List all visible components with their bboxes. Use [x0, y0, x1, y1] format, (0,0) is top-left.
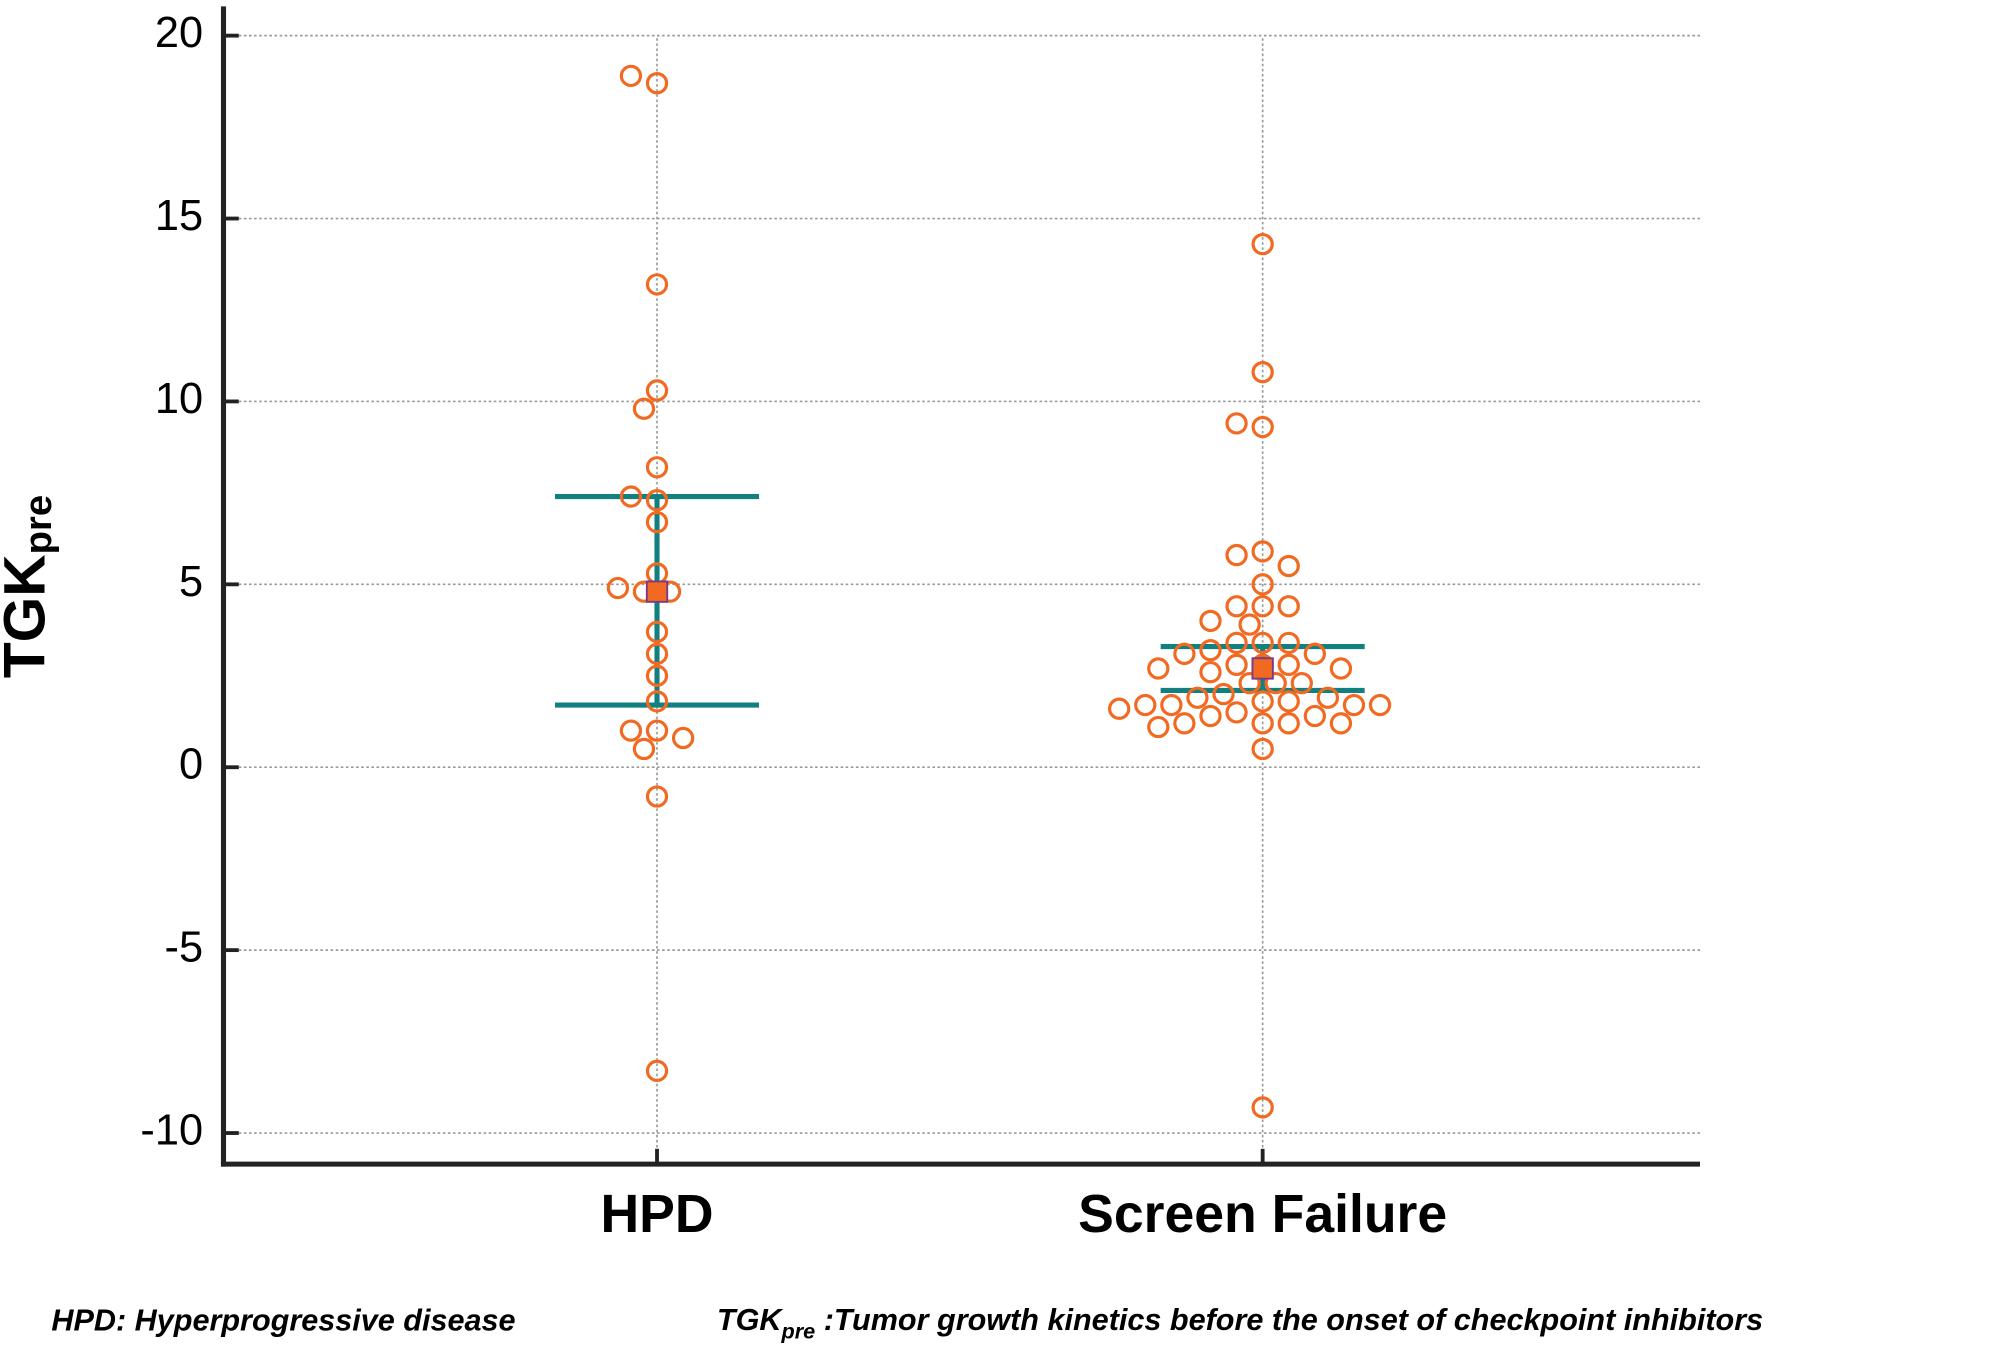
data-point — [1199, 704, 1222, 728]
data-point — [1277, 653, 1300, 676]
data-point — [1199, 639, 1222, 662]
x-tick-label: Screen Failure — [1078, 1185, 1447, 1244]
data-point — [1277, 631, 1300, 655]
data-point — [1173, 642, 1196, 665]
data-point — [632, 397, 656, 420]
data-point — [1225, 701, 1248, 724]
x-tick-label: HPD — [600, 1185, 713, 1244]
data-point — [1108, 697, 1131, 720]
data-point — [645, 456, 669, 479]
data-point — [1251, 690, 1274, 713]
data-point — [1251, 232, 1274, 256]
data-point — [1147, 715, 1170, 739]
data-point — [645, 785, 669, 808]
data-point — [1199, 609, 1222, 633]
data-point — [1238, 613, 1261, 636]
data-point — [1303, 642, 1326, 665]
data-point — [1251, 415, 1274, 439]
data-point — [1212, 682, 1235, 706]
data-point — [1225, 543, 1248, 567]
data-point — [606, 576, 630, 600]
data-point — [1173, 712, 1196, 735]
y-axis-label: TGKpre — [0, 495, 60, 678]
data-point — [671, 726, 695, 750]
data-point — [1134, 693, 1157, 717]
footnote: TGKpre :Tumor growth kinetics before the… — [717, 1303, 1763, 1343]
y-label-sub: pre — [17, 495, 60, 555]
data-point — [645, 379, 669, 402]
data-point — [1290, 671, 1313, 695]
data-point — [645, 642, 669, 665]
data-point — [1342, 693, 1366, 717]
footnote-main: TGK — [717, 1303, 783, 1337]
y-tick-label: 10 — [155, 375, 203, 423]
footnote-sub: pre — [781, 1318, 816, 1343]
data-point — [1277, 595, 1300, 618]
y-tick-label: 15 — [155, 192, 203, 240]
data-point — [1251, 712, 1274, 735]
data-point — [1277, 554, 1300, 578]
footnote: HPD: Hyperprogressive disease — [51, 1303, 515, 1337]
data-point — [619, 719, 643, 742]
data-point — [1251, 595, 1274, 618]
y-tick-label: -5 — [165, 924, 204, 972]
data-point — [1251, 631, 1274, 655]
data-point — [1225, 653, 1248, 676]
data-point — [645, 489, 669, 512]
data-point — [1225, 631, 1248, 655]
data-point — [1225, 595, 1248, 618]
data-point — [1147, 657, 1170, 680]
data-point — [1251, 540, 1274, 563]
data-point — [1277, 712, 1300, 735]
data-point — [1186, 686, 1209, 709]
data-point — [1251, 361, 1274, 384]
data-point — [1368, 693, 1392, 717]
data-point — [1303, 704, 1326, 728]
data-point — [1251, 1096, 1274, 1119]
data-point — [645, 664, 669, 687]
data-point — [645, 273, 669, 296]
data-point — [1264, 671, 1287, 695]
y-tick-label: 0 — [179, 741, 203, 789]
data-point — [645, 72, 669, 95]
data-point — [1199, 660, 1222, 684]
data-point — [645, 690, 669, 713]
mean-marker — [1251, 657, 1274, 680]
data-point — [645, 719, 669, 742]
data-point — [1160, 693, 1183, 717]
data-point — [619, 64, 643, 88]
data-point — [1225, 412, 1248, 435]
data-point — [1329, 657, 1353, 680]
data-point — [1251, 573, 1274, 596]
data-point — [1277, 690, 1300, 713]
data-point — [619, 485, 643, 508]
y-tick-label: 20 — [155, 9, 203, 57]
mean-marker — [645, 580, 669, 603]
data-point — [1329, 712, 1353, 735]
data-point — [632, 737, 656, 761]
data-point — [645, 620, 669, 644]
data-point — [1238, 671, 1261, 695]
data-point — [1316, 686, 1340, 709]
y-tick-label: 5 — [179, 558, 203, 606]
footnote-rest: :Tumor growth kinetics before the onset … — [815, 1303, 1763, 1337]
data-point — [645, 510, 669, 534]
y-tick-label: -10 — [140, 1106, 203, 1154]
data-point — [1251, 737, 1274, 761]
data-point — [645, 1059, 669, 1082]
y-label-main: TGK — [0, 554, 57, 678]
